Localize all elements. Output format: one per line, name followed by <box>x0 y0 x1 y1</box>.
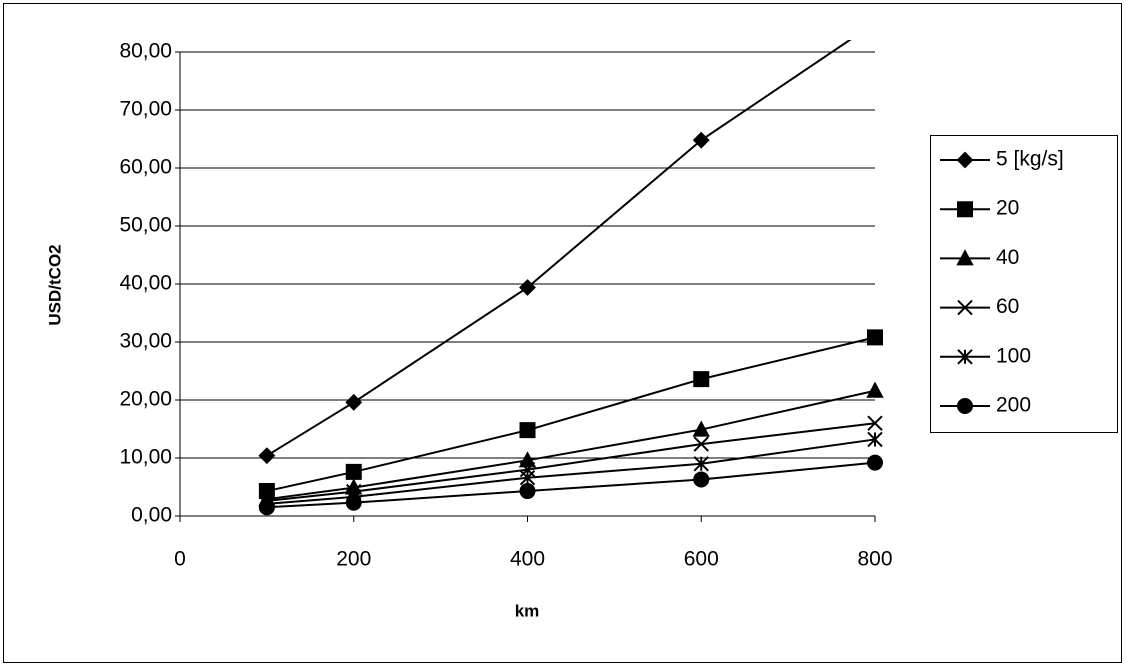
marker <box>867 431 883 448</box>
marker <box>693 436 709 452</box>
y-tick-label: 20,00 <box>119 388 172 411</box>
x-tick-label: 0 <box>174 548 186 571</box>
y-tick-label: 80,00 <box>119 40 172 63</box>
legend-label: 60 <box>996 295 1019 318</box>
marker <box>345 393 363 411</box>
marker <box>956 398 974 414</box>
marker <box>519 422 536 439</box>
x-tick-label: 800 <box>857 548 892 571</box>
marker <box>957 201 973 218</box>
legend <box>930 135 1118 433</box>
marker <box>956 249 974 266</box>
marker <box>519 483 536 500</box>
marker <box>957 299 973 316</box>
marker <box>866 454 884 471</box>
marker <box>956 151 974 169</box>
legend-label: 5 [kg/s] <box>996 148 1064 171</box>
x-tick-label: 400 <box>510 548 545 571</box>
marker <box>345 494 362 511</box>
y-tick-label: 60,00 <box>119 156 172 179</box>
marker <box>258 499 275 516</box>
y-tick-label: 30,00 <box>119 330 172 353</box>
x-tick-label: 600 <box>684 548 719 571</box>
marker <box>345 463 362 480</box>
x-axis-label: km <box>515 601 540 620</box>
y-axis-label: USD/tCO2 <box>45 244 64 325</box>
x-tick-label: 200 <box>336 548 371 571</box>
legend-label: 40 <box>996 246 1019 269</box>
marker <box>693 371 710 388</box>
legend-label: 20 <box>996 197 1019 220</box>
marker <box>957 349 973 365</box>
plot-area <box>258 40 884 516</box>
marker <box>519 279 536 296</box>
y-tick-label: 40,00 <box>119 272 172 295</box>
marker <box>518 451 537 468</box>
legend-label: 200 <box>996 394 1031 417</box>
y-tick-label: 50,00 <box>119 214 172 237</box>
y-tick-label: 0,00 <box>131 504 172 527</box>
marker <box>693 471 710 488</box>
legend-label: 100 <box>996 344 1031 367</box>
marker <box>258 447 276 465</box>
y-tick-label: 70,00 <box>119 98 172 121</box>
marker <box>693 456 709 472</box>
marker <box>866 381 884 398</box>
marker <box>867 329 883 346</box>
marker <box>867 415 883 431</box>
marker <box>692 420 710 437</box>
marker <box>519 470 536 486</box>
y-tick-label: 10,00 <box>119 446 172 469</box>
marker <box>692 131 710 149</box>
